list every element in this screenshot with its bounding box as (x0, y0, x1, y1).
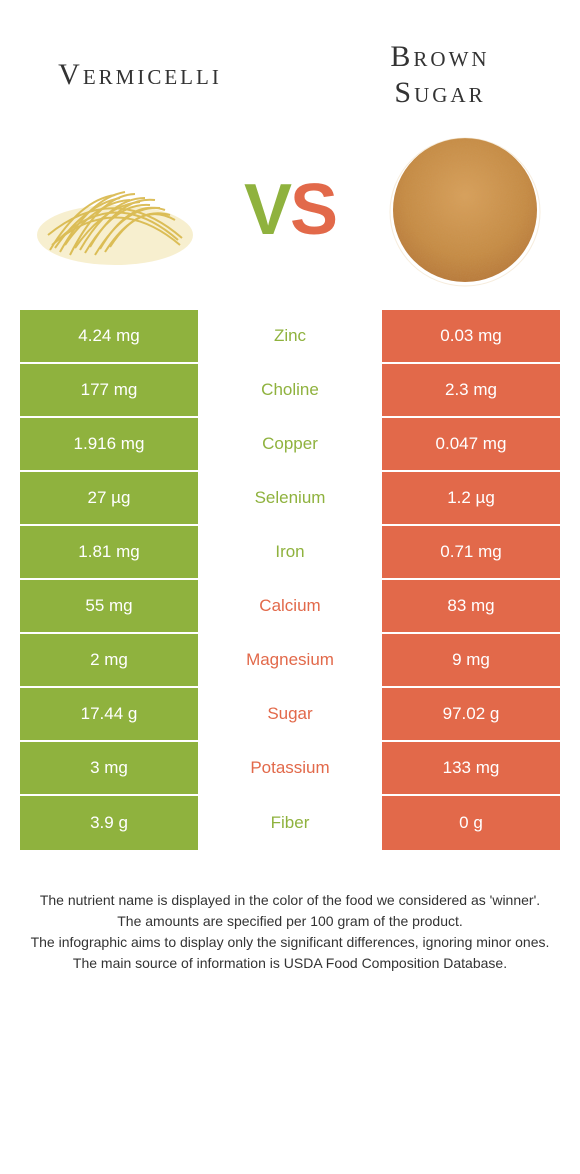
left-value: 4.24 mg (20, 310, 200, 362)
right-value: 0.03 mg (380, 310, 560, 362)
footer-line: The main source of information is USDA F… (30, 953, 550, 974)
right-food-title: Brown Sugar (340, 39, 540, 111)
brown-sugar-image (380, 140, 550, 280)
right-value: 97.02 g (380, 688, 560, 740)
table-row: 177 mgCholine2.3 mg (20, 364, 560, 418)
right-value: 0 g (380, 796, 560, 850)
table-row: 4.24 mgZinc0.03 mg (20, 310, 560, 364)
vs-s-letter: S (290, 170, 336, 250)
vermicelli-image (30, 140, 200, 280)
images-row: VS (0, 130, 580, 310)
table-row: 2 mgMagnesium9 mg (20, 634, 560, 688)
table-row: 27 µgSelenium1.2 µg (20, 472, 560, 526)
nutrient-label: Fiber (200, 796, 380, 850)
left-value: 1.81 mg (20, 526, 200, 578)
nutrient-label: Copper (200, 418, 380, 470)
left-value: 177 mg (20, 364, 200, 416)
table-row: 55 mgCalcium83 mg (20, 580, 560, 634)
left-value: 3 mg (20, 742, 200, 794)
right-value: 9 mg (380, 634, 560, 686)
nutrient-table: 4.24 mgZinc0.03 mg177 mgCholine2.3 mg1.9… (20, 310, 560, 850)
left-value: 2 mg (20, 634, 200, 686)
nutrient-label: Zinc (200, 310, 380, 362)
header-row: Vermicelli Brown Sugar (0, 0, 580, 130)
right-value: 83 mg (380, 580, 560, 632)
nutrient-label: Sugar (200, 688, 380, 740)
table-row: 1.81 mgIron0.71 mg (20, 526, 560, 580)
left-value: 55 mg (20, 580, 200, 632)
footer-line: The amounts are specified per 100 gram o… (30, 911, 550, 932)
vs-label: VS (244, 169, 336, 251)
right-value: 0.71 mg (380, 526, 560, 578)
nutrient-label: Potassium (200, 742, 380, 794)
footer-line: The nutrient name is displayed in the co… (30, 890, 550, 911)
left-food-title: Vermicelli (40, 57, 240, 93)
left-value: 1.916 mg (20, 418, 200, 470)
vs-v-letter: V (244, 170, 290, 250)
table-row: 3 mgPotassium133 mg (20, 742, 560, 796)
nutrient-label: Choline (200, 364, 380, 416)
nutrient-label: Selenium (200, 472, 380, 524)
right-value: 0.047 mg (380, 418, 560, 470)
footer-notes: The nutrient name is displayed in the co… (0, 890, 580, 974)
nutrient-label: Magnesium (200, 634, 380, 686)
right-value: 133 mg (380, 742, 560, 794)
nutrient-label: Iron (200, 526, 380, 578)
table-row: 3.9 gFiber0 g (20, 796, 560, 850)
left-value: 17.44 g (20, 688, 200, 740)
footer-line: The infographic aims to display only the… (30, 932, 550, 953)
right-value: 2.3 mg (380, 364, 560, 416)
table-row: 1.916 mgCopper0.047 mg (20, 418, 560, 472)
right-value: 1.2 µg (380, 472, 560, 524)
table-row: 17.44 gSugar97.02 g (20, 688, 560, 742)
left-value: 27 µg (20, 472, 200, 524)
left-value: 3.9 g (20, 796, 200, 850)
nutrient-label: Calcium (200, 580, 380, 632)
